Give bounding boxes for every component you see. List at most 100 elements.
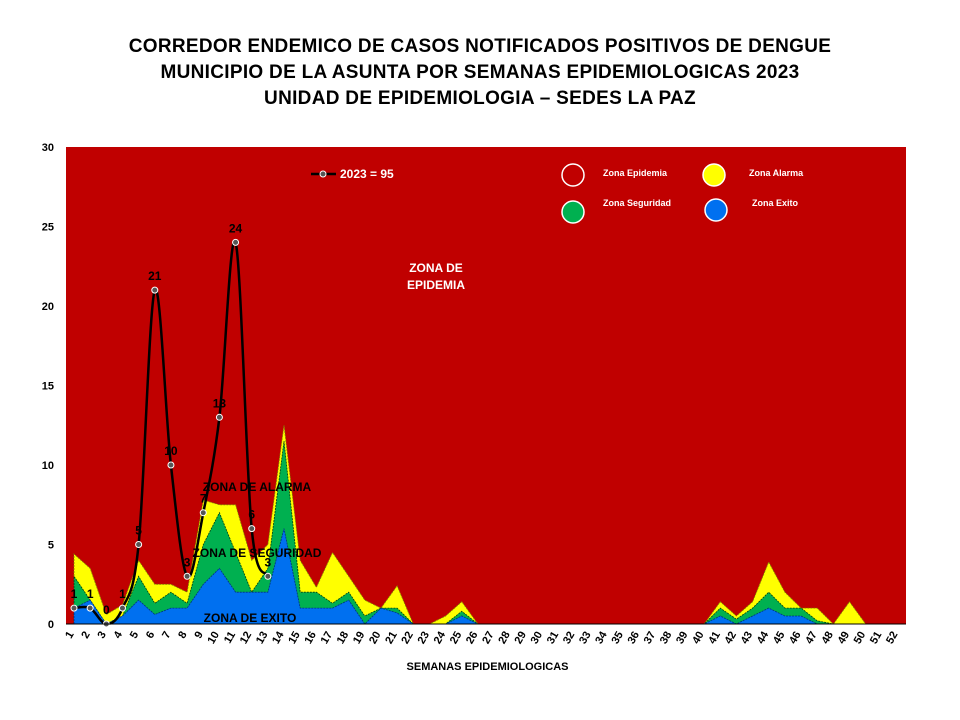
- x-tick-label-9: 9: [192, 630, 205, 641]
- x-tick-label-8: 8: [176, 630, 189, 641]
- data-label-week-11: 24: [229, 221, 243, 235]
- x-tick-label-46: 46: [787, 630, 804, 647]
- y-tick-label-10: 10: [42, 460, 54, 472]
- x-tick-label-4: 4: [112, 629, 126, 641]
- y-tick-label-0: 0: [48, 619, 54, 631]
- chart-title: CORREDOR ENDEMICO DE CASOS NOTIFICADOS P…: [0, 34, 960, 112]
- x-tick-label-31: 31: [545, 630, 562, 647]
- x-tick-label-43: 43: [739, 630, 756, 647]
- legend-label-zona-seguridad: Zona Seguridad: [603, 198, 671, 208]
- x-tick-label-32: 32: [561, 630, 578, 647]
- x-tick-label-6: 6: [144, 630, 157, 641]
- data-label-week-5: 5: [135, 524, 142, 538]
- x-tick-label-51: 51: [868, 630, 885, 647]
- x-tick-label-1: 1: [63, 630, 76, 641]
- data-label-week-6: 21: [148, 269, 162, 283]
- legend-line-2023-marker: [319, 170, 327, 178]
- annotation-zona-exito: ZONA DE EXITO: [204, 611, 297, 625]
- x-tick-label-40: 40: [690, 630, 707, 647]
- x-tick-label-37: 37: [642, 630, 659, 647]
- annotation-zona-epidemia: ZONA DE: [409, 261, 463, 275]
- x-tick-label-10: 10: [205, 630, 222, 647]
- data-label-week-2: 1: [87, 587, 94, 601]
- point-2023-week-8: [183, 572, 191, 580]
- x-tick-label-44: 44: [755, 629, 772, 646]
- legend-label-zona-epidemia: Zona Epidemia: [603, 168, 668, 178]
- x-tick-label-16: 16: [302, 630, 319, 647]
- x-tick-label-39: 39: [674, 630, 691, 647]
- x-tick-label-52: 52: [884, 630, 901, 647]
- data-label-week-1: 1: [71, 587, 78, 601]
- x-tick-label-41: 41: [706, 630, 723, 647]
- x-tick-label-27: 27: [480, 630, 497, 647]
- data-label-week-8: 3: [184, 555, 191, 569]
- annotation-zona-alarma: ZONA DE ALARMA: [203, 480, 312, 494]
- annotation-zona-epidemia: EPIDEMIA: [407, 278, 465, 292]
- title-line-3: UNIDAD DE EPIDEMIOLOGIA – SEDES LA PAZ: [264, 88, 696, 109]
- x-tick-label-3: 3: [95, 630, 108, 641]
- x-tick-label-25: 25: [448, 630, 465, 647]
- point-2023-week-11: [232, 238, 240, 246]
- x-tick-label-19: 19: [351, 630, 368, 647]
- y-tick-label-15: 15: [42, 381, 54, 393]
- legend-line-2023-label: 2023 = 95: [340, 167, 394, 181]
- x-tick-label-33: 33: [577, 630, 594, 647]
- x-tick-label-14: 14: [270, 629, 287, 646]
- data-label-week-10: 13: [213, 396, 227, 410]
- y-tick-label-25: 25: [42, 222, 54, 234]
- point-2023-week-5: [135, 541, 143, 548]
- x-tick-label-23: 23: [416, 630, 433, 647]
- x-tick-label-38: 38: [658, 630, 675, 647]
- data-label-week-3: 0: [103, 603, 110, 617]
- point-2023-week-2: [86, 604, 94, 612]
- data-label-week-9: 7: [200, 492, 207, 506]
- x-tick-label-26: 26: [464, 630, 481, 647]
- legend-swatch-zona-exito: [704, 198, 728, 222]
- x-tick-label-29: 29: [512, 630, 529, 647]
- line-2023: [73, 239, 270, 626]
- x-axis-title: SEMANAS EPIDEMIOLOGICAS: [406, 661, 569, 673]
- point-2023-week-4: [118, 604, 126, 612]
- x-tick-label-42: 42: [723, 630, 740, 647]
- legend-swatch-zona-seguridad: [561, 200, 585, 224]
- x-tick-label-34: 34: [593, 629, 610, 646]
- x-tick-label-45: 45: [771, 630, 788, 647]
- x-tick-label-50: 50: [852, 630, 869, 647]
- annotation-zona-seguridad: ZONA DE SEGURIDAD: [193, 546, 322, 560]
- x-tick-label-35: 35: [609, 630, 626, 647]
- y-tick-label-5: 5: [48, 540, 54, 552]
- x-tick-label-22: 22: [399, 630, 416, 647]
- x-tick-label-49: 49: [836, 630, 853, 647]
- x-tick-label-28: 28: [496, 630, 513, 647]
- x-tick-label-18: 18: [335, 630, 352, 647]
- point-2023-week-10: [215, 413, 223, 421]
- x-tick-label-17: 17: [319, 630, 336, 647]
- data-label-week-4: 1: [119, 587, 126, 601]
- x-tick-label-7: 7: [160, 630, 173, 641]
- x-tick-label-36: 36: [626, 630, 643, 647]
- x-tick-label-48: 48: [819, 630, 836, 647]
- x-tick-label-47: 47: [803, 630, 820, 647]
- x-tick-label-21: 21: [383, 630, 400, 647]
- point-2023-week-13: [264, 572, 272, 580]
- x-tick-label-24: 24: [432, 629, 449, 646]
- legend-label-zona-alarma: Zona Alarma: [749, 168, 804, 178]
- x-tick-label-2: 2: [79, 630, 92, 641]
- title-line-2: MUNICIPIO DE LA ASUNTA POR SEMANAS EPIDE…: [160, 62, 800, 83]
- legend-swatch-zona-epidemia: [561, 163, 585, 187]
- x-tick-label-12: 12: [238, 630, 255, 647]
- point-2023-week-9: [199, 509, 207, 517]
- point-2023-week-12: [248, 525, 256, 533]
- legend-label-zona-exito: Zona Exito: [752, 198, 799, 208]
- x-tick-label-5: 5: [128, 630, 141, 641]
- data-label-week-12: 6: [248, 508, 255, 522]
- x-tick-label-11: 11: [222, 630, 238, 646]
- x-tick-label-20: 20: [367, 630, 384, 647]
- title-line-1: CORREDOR ENDEMICO DE CASOS NOTIFICADOS P…: [128, 36, 832, 57]
- point-2023-week-6: [151, 286, 159, 294]
- x-tick-label-30: 30: [529, 630, 546, 647]
- data-label-week-13: 3: [265, 555, 272, 569]
- data-label-week-7: 10: [164, 444, 178, 458]
- y-tick-label-30: 30: [42, 142, 54, 154]
